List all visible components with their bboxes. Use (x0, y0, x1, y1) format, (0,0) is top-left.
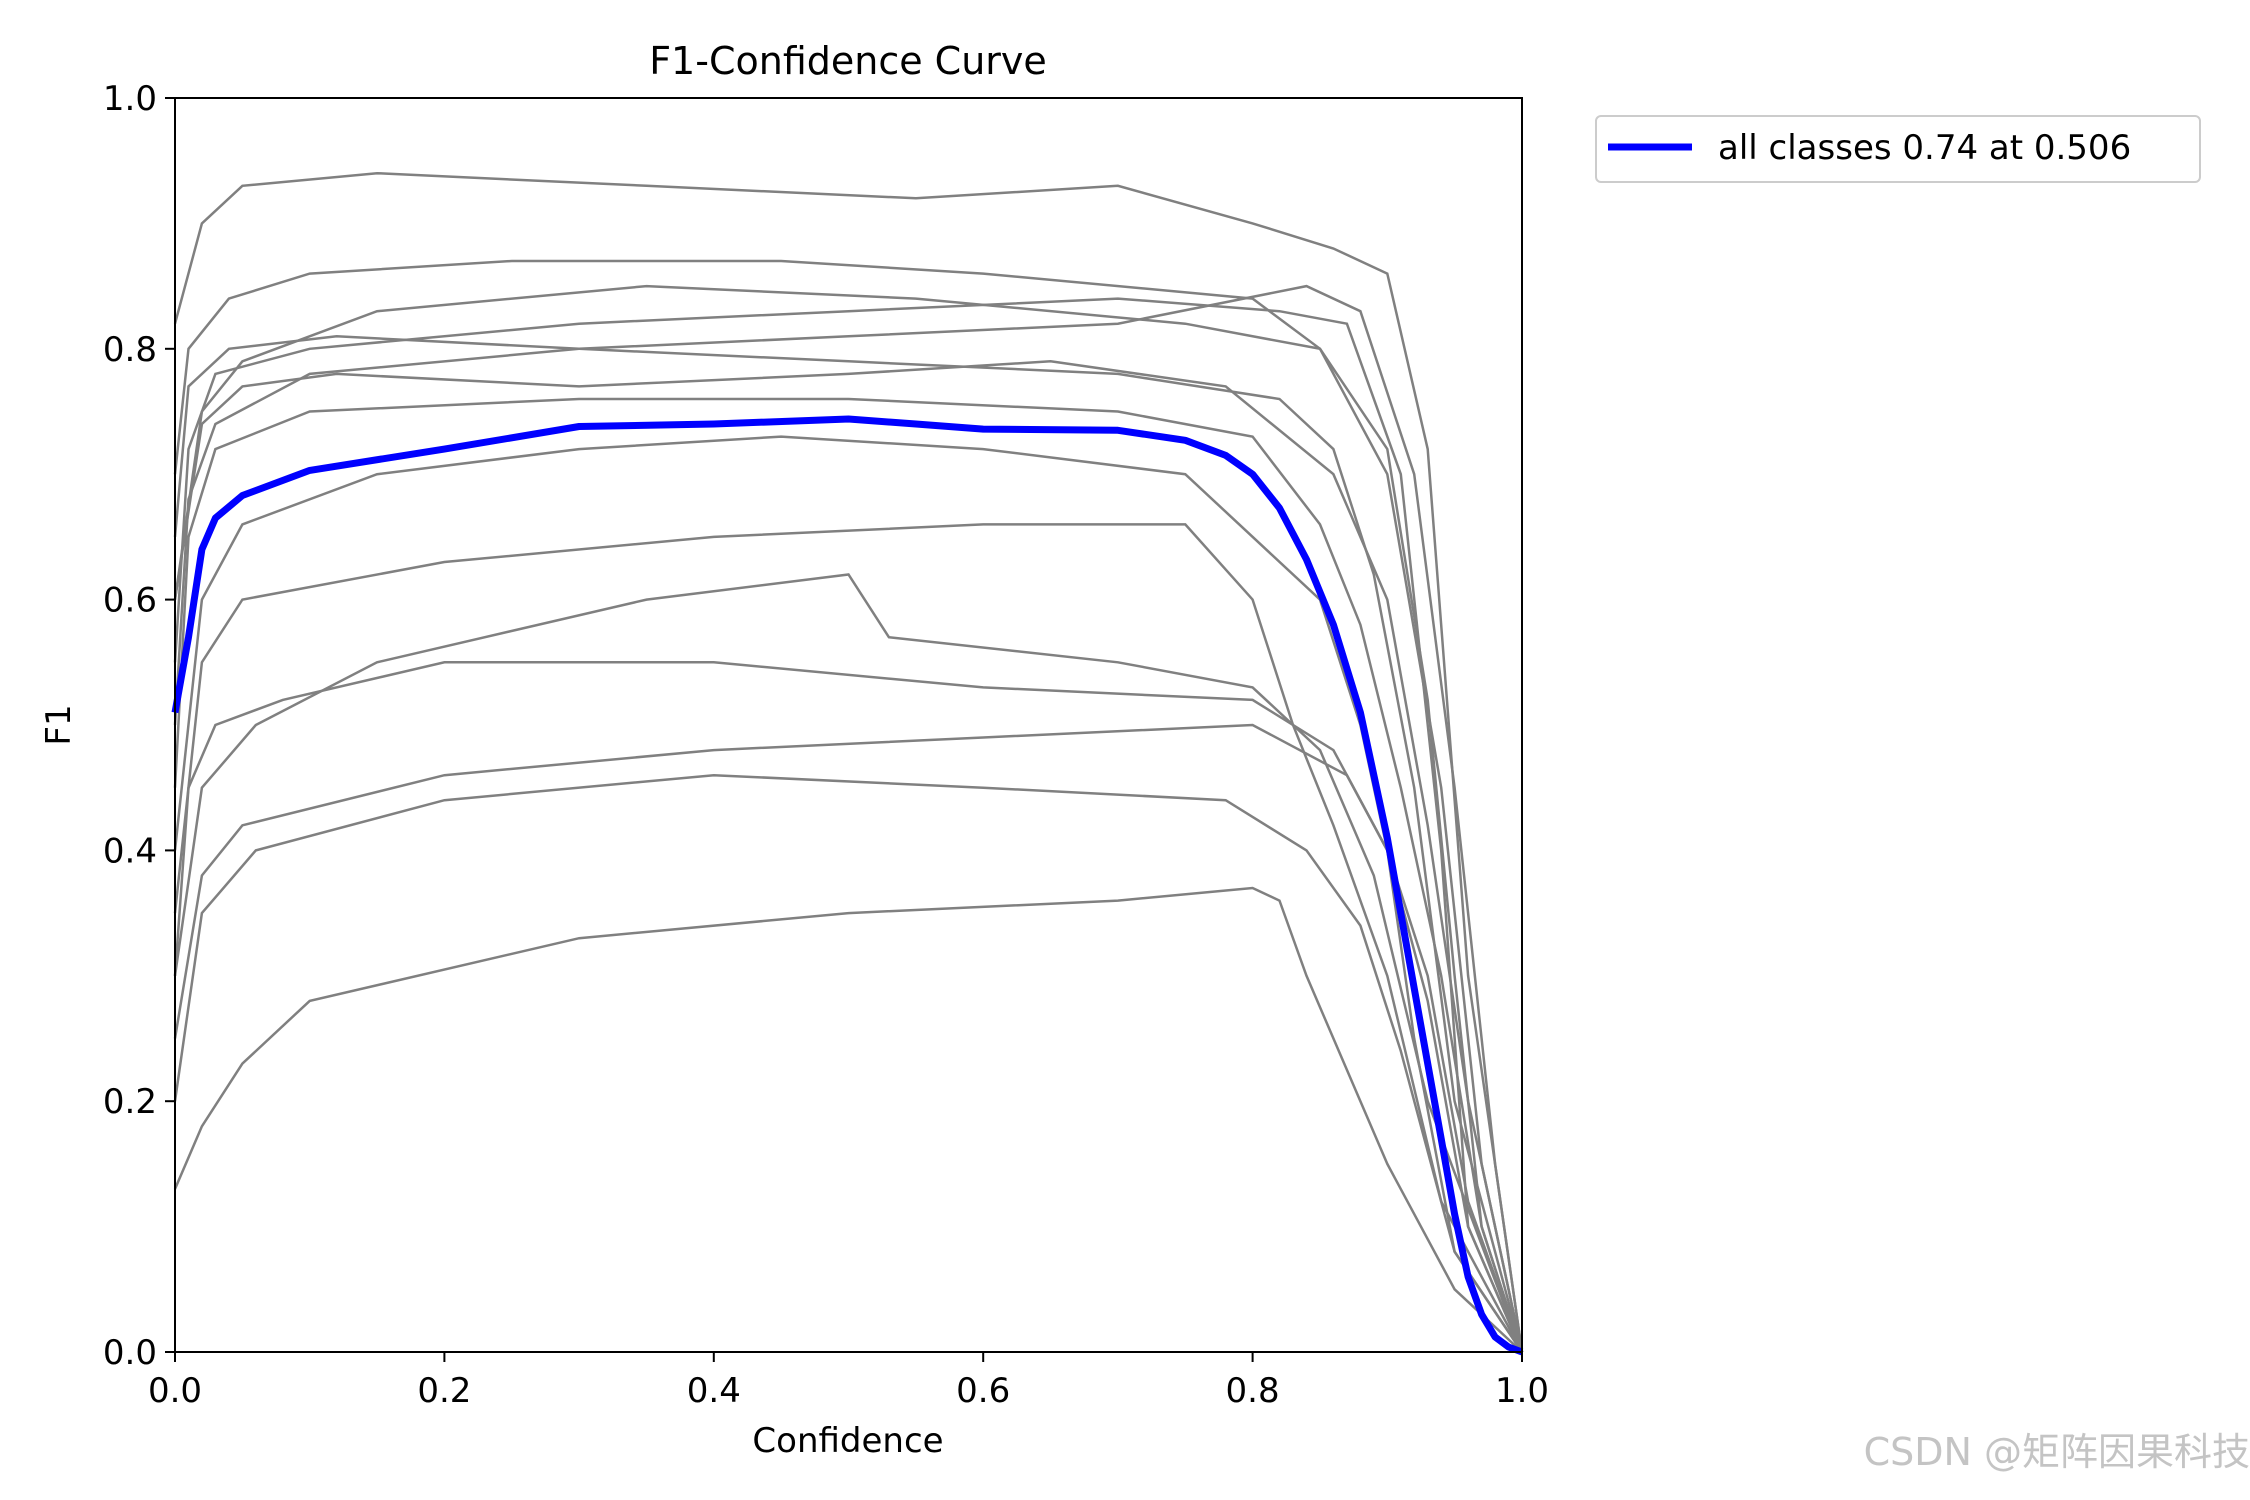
class-curve-8 (173, 886, 1523, 1353)
class-curve-3 (173, 397, 1524, 1353)
class-curve-5 (173, 523, 1524, 1353)
plot-area (171, 171, 1524, 1356)
x-axis-ticks: 0.0 0.2 0.4 0.6 0.8 1.0 (148, 1352, 1549, 1411)
y-tick-label: 0.6 (103, 581, 157, 621)
x-tick-label: 1.0 (1495, 1371, 1549, 1411)
class-curve-4 (173, 435, 1524, 1353)
y-tick-label: 0.2 (103, 1082, 157, 1122)
x-tick-label: 0.0 (148, 1371, 202, 1411)
legend-box (1595, 115, 2201, 183)
x-axis-label: Confidence (752, 1421, 943, 1461)
class-curve-13 (173, 723, 1524, 1353)
y-tick-label: 0.0 (103, 1333, 157, 1373)
series-line-all-classes (171, 415, 1524, 1356)
class-curve-2 (173, 284, 1524, 1353)
class-curve-10 (173, 360, 1524, 1353)
x-tick-label: 0.6 (956, 1371, 1010, 1411)
x-tick-label: 0.4 (687, 1371, 741, 1411)
class-curve-7 (173, 773, 1524, 1353)
y-tick-label: 0.4 (103, 831, 157, 871)
class-curve-12 (173, 284, 1524, 1353)
plot-frame (174, 97, 1523, 1353)
x-tick-label: 0.2 (417, 1371, 471, 1411)
y-tick-label: 1.0 (103, 79, 157, 119)
legend: all classes 0.74 at 0.506 (1595, 115, 2201, 183)
legend-label-all-classes: all classes 0.74 at 0.506 (1718, 128, 2131, 168)
y-tick-label: 0.8 (103, 330, 157, 370)
watermark: CSDN @矩阵因果科技 (1863, 1430, 2250, 1474)
class-curve-0 (173, 171, 1524, 1353)
chart-title: F1-Confidence Curve (649, 39, 1047, 83)
class-curve-9 (173, 259, 1524, 1353)
y-axis-label: F1 (39, 704, 79, 745)
x-tick-label: 0.8 (1226, 1371, 1280, 1411)
class-curve-14 (173, 335, 1524, 1353)
class-curve-11 (173, 573, 1524, 1353)
class-curve-6 (173, 661, 1524, 1353)
y-axis-ticks: 0.0 0.2 0.4 0.6 0.8 1.0 (103, 79, 175, 1373)
